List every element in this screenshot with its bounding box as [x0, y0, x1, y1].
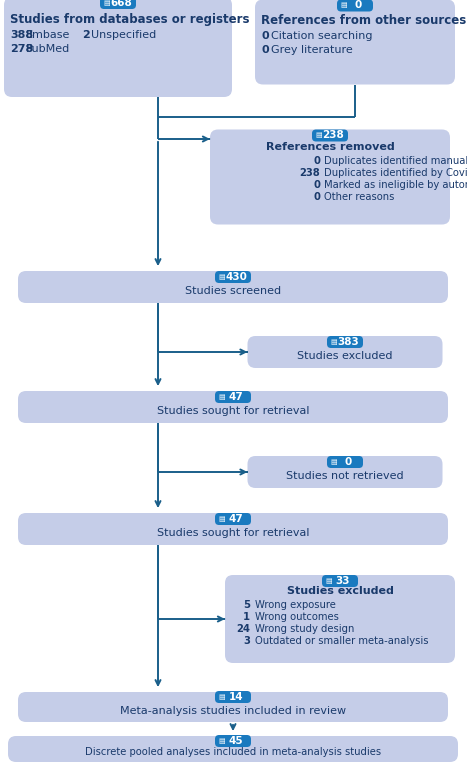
- Text: ▤: ▤: [104, 0, 110, 6]
- Text: 388: 388: [10, 30, 33, 40]
- Text: ▤: ▤: [219, 394, 225, 400]
- Text: 0: 0: [354, 1, 361, 11]
- Text: Studies from databases or registers: Studies from databases or registers: [10, 12, 249, 26]
- Text: Duplicates identified manually: Duplicates identified manually: [324, 156, 467, 166]
- Text: 3: 3: [243, 636, 250, 646]
- FancyBboxPatch shape: [327, 336, 363, 348]
- FancyBboxPatch shape: [18, 271, 448, 303]
- Text: 14: 14: [229, 692, 243, 702]
- Text: Duplicates identified by Covidence: Duplicates identified by Covidence: [324, 168, 467, 178]
- FancyBboxPatch shape: [215, 513, 251, 525]
- Text: 24: 24: [236, 624, 250, 634]
- Text: Meta-analysis studies included in review: Meta-analysis studies included in review: [120, 706, 346, 716]
- FancyBboxPatch shape: [210, 130, 450, 225]
- Text: 5: 5: [243, 600, 250, 610]
- FancyBboxPatch shape: [215, 735, 251, 747]
- Text: Studies excluded: Studies excluded: [297, 351, 393, 361]
- Text: References from other sources: References from other sources: [261, 13, 466, 26]
- Text: 33: 33: [336, 576, 350, 586]
- FancyBboxPatch shape: [255, 0, 455, 85]
- FancyBboxPatch shape: [327, 456, 363, 468]
- Text: Discrete pooled analyses included in meta-analysis studies: Discrete pooled analyses included in met…: [85, 747, 381, 757]
- FancyBboxPatch shape: [4, 0, 232, 97]
- Text: 278: 278: [10, 44, 33, 54]
- FancyBboxPatch shape: [248, 456, 443, 488]
- FancyBboxPatch shape: [225, 575, 455, 663]
- Text: Studies sought for retrieval: Studies sought for retrieval: [157, 528, 309, 538]
- FancyBboxPatch shape: [18, 391, 448, 423]
- FancyBboxPatch shape: [215, 391, 251, 403]
- Text: Studies screened: Studies screened: [185, 286, 281, 296]
- Text: PubMed: PubMed: [26, 44, 70, 54]
- Text: 238: 238: [322, 131, 344, 141]
- Text: ▤: ▤: [325, 578, 333, 584]
- Text: 383: 383: [337, 337, 359, 347]
- Text: ▤: ▤: [316, 133, 322, 138]
- Text: Wrong study design: Wrong study design: [255, 624, 354, 634]
- Text: Embase: Embase: [26, 30, 71, 40]
- Text: 47: 47: [229, 514, 243, 524]
- FancyBboxPatch shape: [322, 575, 358, 587]
- Text: 430: 430: [225, 272, 247, 282]
- Text: Studies sought for retrieval: Studies sought for retrieval: [157, 406, 309, 416]
- Text: 0: 0: [261, 31, 269, 41]
- FancyBboxPatch shape: [215, 691, 251, 703]
- Text: ▤: ▤: [219, 694, 225, 700]
- Text: 0: 0: [313, 156, 320, 166]
- Text: Grey literature: Grey literature: [271, 45, 353, 55]
- FancyBboxPatch shape: [248, 336, 443, 368]
- Text: 668: 668: [110, 0, 132, 8]
- Text: Outdated or smaller meta-analysis: Outdated or smaller meta-analysis: [255, 636, 429, 646]
- Text: Other reasons: Other reasons: [324, 192, 394, 202]
- Text: Marked as ineligible by automation tools: Marked as ineligible by automation tools: [324, 180, 467, 190]
- Text: ▤: ▤: [331, 459, 337, 465]
- FancyBboxPatch shape: [18, 513, 448, 545]
- Text: 0: 0: [313, 192, 320, 202]
- Text: References removed: References removed: [266, 142, 394, 152]
- FancyBboxPatch shape: [8, 736, 458, 762]
- Text: ▤: ▤: [331, 339, 337, 345]
- Text: 0: 0: [313, 180, 320, 190]
- FancyBboxPatch shape: [337, 0, 373, 12]
- FancyBboxPatch shape: [312, 130, 348, 141]
- Text: 238: 238: [299, 168, 320, 178]
- Text: Studies excluded: Studies excluded: [287, 586, 393, 596]
- Text: ▤: ▤: [219, 516, 225, 522]
- Text: 47: 47: [229, 392, 243, 402]
- FancyBboxPatch shape: [18, 692, 448, 722]
- Text: 1: 1: [243, 612, 250, 622]
- Text: ▤: ▤: [219, 274, 225, 280]
- Text: 2: 2: [82, 30, 90, 40]
- Text: 0: 0: [261, 45, 269, 55]
- FancyBboxPatch shape: [215, 271, 251, 283]
- Text: Citation searching: Citation searching: [271, 31, 373, 41]
- Text: Studies not retrieved: Studies not retrieved: [286, 471, 404, 481]
- Text: ▤: ▤: [341, 2, 347, 9]
- Text: Wrong outcomes: Wrong outcomes: [255, 612, 339, 622]
- Text: Wrong exposure: Wrong exposure: [255, 600, 336, 610]
- Text: 45: 45: [229, 736, 243, 746]
- Text: ▤: ▤: [219, 738, 225, 744]
- Text: Unspecified: Unspecified: [91, 30, 156, 40]
- FancyBboxPatch shape: [100, 0, 136, 9]
- Text: 0: 0: [344, 457, 352, 467]
